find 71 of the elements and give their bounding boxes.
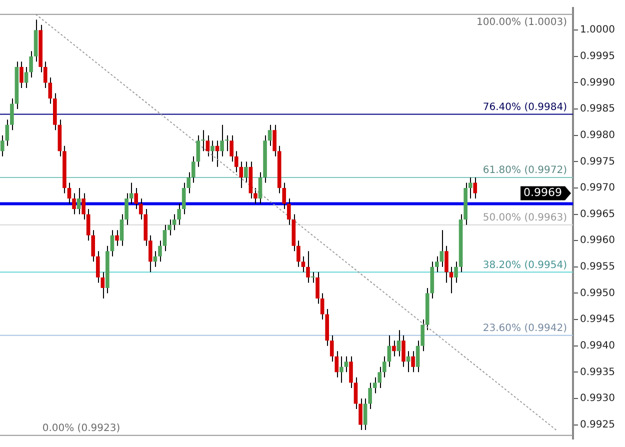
y-tick-label: 0.9935 [580, 366, 616, 378]
candlestick [96, 250, 100, 284]
ref-line-label: 50.00% (0.9963) [482, 212, 568, 224]
candlestick [220, 124, 224, 157]
ref-line-label: 100.00% (1.0003) [476, 16, 568, 28]
candlestick [206, 134, 210, 157]
candlestick [201, 130, 205, 152]
y-tick-label: 0.9950 [580, 288, 616, 299]
candlestick [282, 182, 286, 210]
candlestick [306, 250, 310, 284]
candlestick [473, 176, 478, 200]
candlestick [48, 76, 52, 104]
y-tick-label: 0.9945 [580, 314, 616, 326]
candlestick [5, 119, 10, 146]
candlestick [435, 256, 439, 273]
candlestick [224, 134, 229, 152]
candlestick [340, 356, 344, 384]
y-tick-label: 0.9965 [580, 208, 616, 220]
candlestick [454, 261, 458, 284]
candlestick [76, 187, 81, 215]
y-tick-label: 0.9990 [580, 77, 616, 88]
candlestick [310, 272, 315, 284]
candlestick [440, 230, 444, 268]
candlestick [301, 256, 306, 273]
candlestick [67, 182, 72, 204]
candlestick [196, 134, 200, 168]
candlestick [115, 230, 119, 246]
y-tick-label: 0.9995 [580, 51, 616, 62]
candlestick [268, 124, 272, 146]
candlestick [244, 161, 248, 184]
candlestick [0, 134, 4, 157]
ref-line-label: 38.20% (0.9954) [482, 260, 568, 271]
candlestick [72, 192, 76, 215]
candlestick [392, 340, 396, 357]
candlestick [91, 230, 96, 262]
y-tick-label: 1.0000 [580, 24, 616, 36]
ref-line-label: 61.80% (0.9972) [482, 165, 568, 176]
candlestick [363, 398, 368, 431]
y-tick-label: 0.9930 [580, 393, 616, 404]
candlestick [368, 382, 372, 410]
candlestick [286, 198, 291, 226]
ref-line-label: 23.60% (0.9942) [482, 322, 568, 334]
candlestick [29, 50, 33, 78]
candlestick [387, 334, 392, 368]
candlestick [344, 356, 348, 373]
candlestick [396, 330, 401, 357]
candlestick [210, 140, 214, 162]
y-tick-label: 0.9985 [580, 104, 616, 115]
y-tick-label: 0.9980 [580, 130, 616, 141]
candlestick [100, 272, 105, 299]
candlestick [349, 356, 353, 388]
candlestick [239, 161, 244, 188]
candlestick [10, 98, 14, 131]
y-tick-label: 0.9970 [580, 182, 616, 194]
candlestick [158, 240, 162, 262]
candlestick [411, 350, 415, 373]
annotation: 0.9969 [524, 186, 562, 200]
candlestick [449, 266, 454, 294]
candlestick [24, 66, 28, 88]
candlestick [134, 187, 138, 210]
y-tick-label: 0.9925 [580, 419, 616, 430]
y-tick-label: 0.9940 [580, 340, 616, 352]
y-tick-label: 0.9955 [580, 262, 616, 273]
candlestick [177, 203, 181, 226]
ref-line-label: 76.40% (0.9984) [482, 102, 568, 113]
candlestick [110, 230, 114, 257]
y-tick-label: 0.9975 [580, 156, 616, 168]
candlestick [258, 172, 262, 204]
y-tick-label: 0.9960 [580, 235, 616, 246]
ref-line-label: 0.00% (0.9923) [42, 422, 120, 434]
candlestick [20, 61, 24, 88]
